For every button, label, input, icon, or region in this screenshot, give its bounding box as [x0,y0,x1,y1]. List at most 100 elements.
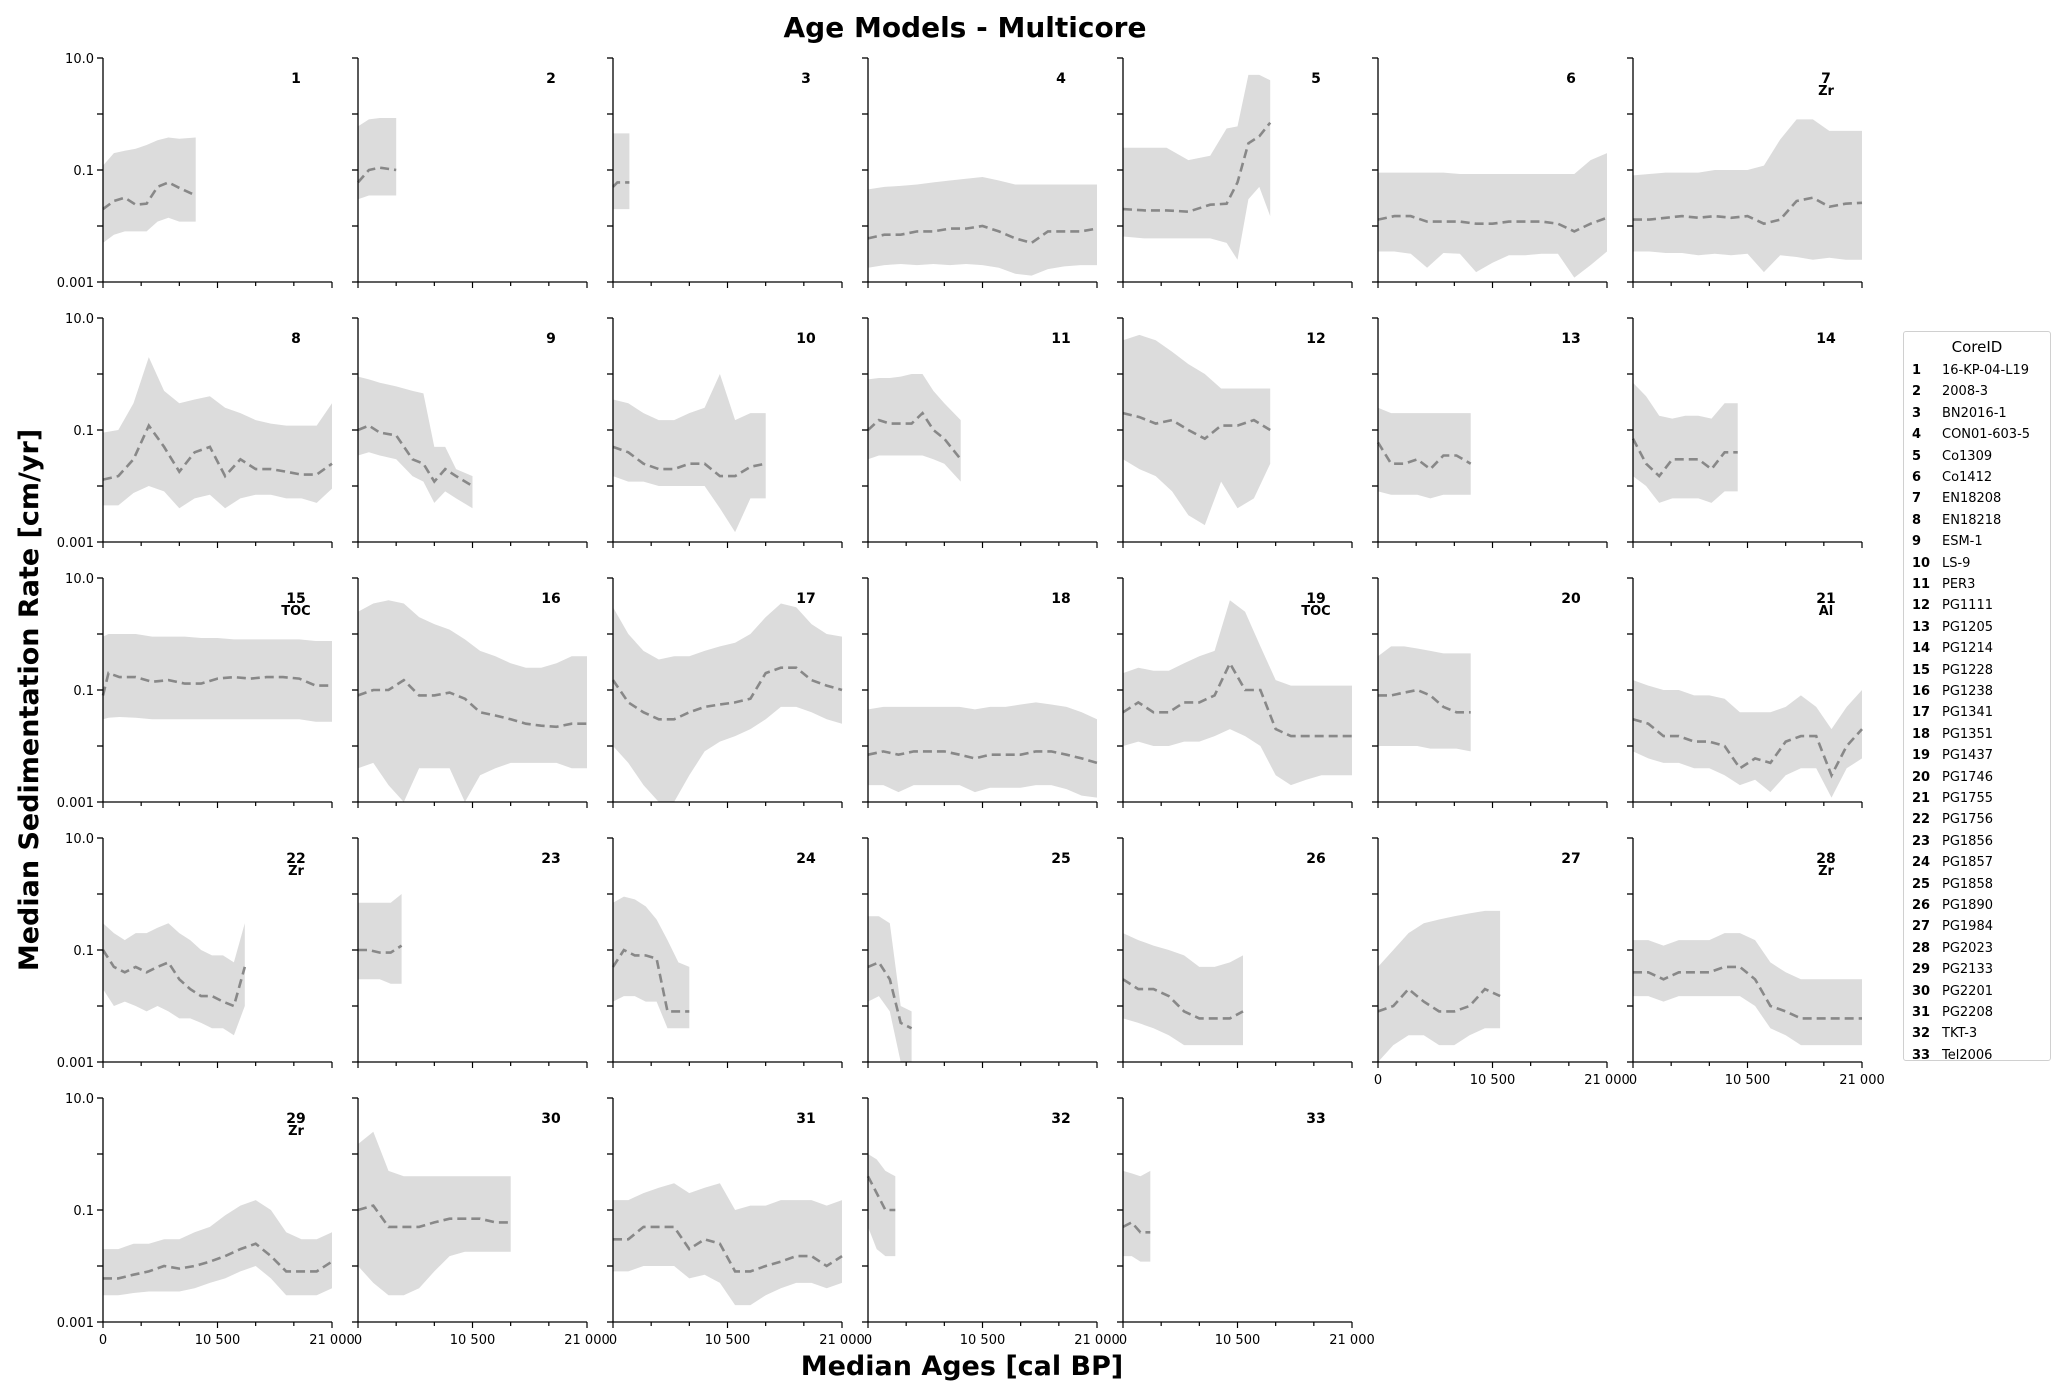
legend-entry: 9 ESM-1 [1912,531,1983,552]
legend-entry-number: 2 [1912,384,1922,400]
legend-entry-coreid: PG2133 [1942,962,1993,978]
legend-entry-coreid: PG1228 [1942,662,1993,678]
legend-entry: 24 PG1857 [1912,852,1993,873]
panel-note: Zr [288,864,304,879]
panel-16: 16 [352,577,588,808]
panel-label: 12 [1306,331,1325,347]
legend-entry-number: 20 [1912,769,1931,785]
median-line [1631,438,1738,479]
x-tick-label: 10 500 [450,1333,496,1348]
legend-entry-coreid: PG1856 [1942,833,1993,849]
legend-entry-number: 18 [1912,726,1931,742]
legend-entry-number: 19 [1912,748,1931,764]
median-line [1122,1220,1151,1234]
legend: CoreID 1 16-KP-04-L19 2 2008-3 3 BN2016-1 4 CON… [1903,331,2051,1063]
panel-label: 13 [1561,331,1580,347]
panel-label: 28 [1816,851,1835,867]
legend-entry: 16 PG1238 [1912,681,1993,702]
legend-entry-number: 27 [1912,919,1931,935]
median-line [1632,718,1863,779]
panel-13: 13 [1372,317,1608,548]
median-line [1122,121,1272,214]
panel-18: 18 [862,577,1098,808]
x-tick-label: 0 [99,1333,107,1348]
legend-entry-coreid: PG2208 [1942,1005,1993,1020]
median-line [1377,987,1501,1013]
uncertainty-band [358,118,397,200]
legend-entry: 5 Co1309 [1912,446,1992,467]
legend-entry: 28 PG2023 [1912,938,1993,959]
legend-entry-number: 1 [1912,363,1922,378]
x-tick-label: 0 [354,1333,362,1348]
legend-entry-coreid: PG1746 [1942,769,1993,785]
uncertainty-band [868,374,961,482]
legend-entry-number: 31 [1912,1005,1931,1020]
uncertainty-band [1378,910,1501,1062]
x-tick-label: 21 000 [1584,1073,1630,1088]
median-line [357,166,397,184]
legend-entry: 18 PG1351 [1912,724,1993,745]
legend-entry-coreid: PG1111 [1942,598,1993,614]
median-line [1633,196,1863,226]
panel-label: 19 [1306,591,1325,607]
y-tick-label: 0.1 [73,684,94,699]
uncertainty-band [1123,600,1352,786]
median-line [357,424,474,488]
legend-entry: 4 CON01-603-5 [1912,424,2030,445]
panel-6: 6 [1372,57,1608,288]
legend-entry-coreid: PG1857 [1942,855,1993,871]
legend-entry-coreid: Tel2006 [1942,1047,1993,1063]
panel-5: 5 [1117,57,1353,288]
legend-entry: 20 PG1746 [1912,767,1993,788]
median-line [613,1225,843,1273]
legend-entry: 32 TKT-3 [1912,1023,1977,1044]
legend-entry-coreid: LS-9 [1942,555,1971,571]
panel-25: 25 [862,837,1098,1068]
uncertainty-band [1123,1170,1151,1262]
y-tick-label: 10.0 [65,312,94,327]
uncertainty-band [613,374,766,533]
panel-9: 9 [352,317,588,548]
legend-entry-coreid: PG1351 [1942,726,1993,742]
median-line [867,960,913,1030]
legend-entry-coreid: PG1341 [1942,705,1993,721]
legend-entry-coreid: 16-KP-04-L19 [1942,363,2030,378]
median-line [102,423,333,481]
legend-entry-number: 24 [1912,855,1931,871]
legend-entry-coreid: Co1412 [1942,470,1993,485]
x-tick-label: 21 000 [309,1333,355,1348]
y-tick-label: 0.001 [57,276,94,291]
panel-10: 10 [607,317,843,548]
panel-24: 24 [607,837,843,1068]
legend-entry-coreid: PG1756 [1942,812,1993,828]
median-line [1378,688,1471,714]
median-line [357,678,587,729]
panel-32: 0 10 500 21 000 32 [862,1097,1120,1348]
y-tick-label: 0.1 [73,164,94,179]
median-line [611,666,843,721]
uncertainty-band [1378,646,1471,752]
legend-entry-number: 25 [1912,876,1931,892]
legend-entry-coreid: PG1858 [1942,876,1993,892]
uncertainty-band [103,137,196,243]
legend-entry-number: 12 [1912,598,1931,614]
median-line [867,411,962,461]
legend-entry-number: 8 [1912,512,1922,528]
x-axis-label: Median Ages [cal BP] [801,1351,1124,1382]
x-tick-label: 0 [1374,1073,1382,1088]
y-tick-label: 10.0 [65,52,94,67]
figure-title: Age Models - Multicore [784,11,1147,44]
panel-label: 4 [1056,71,1066,87]
legend-entry-number: 33 [1912,1047,1931,1063]
x-tick-label: 21 000 [819,1333,865,1348]
panel-label: 30 [541,1111,561,1127]
panel-note: Zr [1818,84,1834,99]
legend-entry-coreid: PG1437 [1942,748,1993,764]
uncertainty-band [1633,119,1862,273]
